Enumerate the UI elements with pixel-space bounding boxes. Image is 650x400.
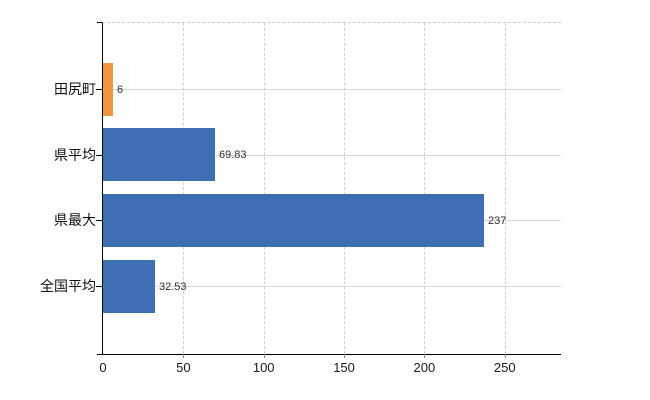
gridline-vertical xyxy=(264,23,265,354)
x-tick-label: 100 xyxy=(252,360,275,375)
x-tick-label: 200 xyxy=(413,360,436,375)
category-tick xyxy=(96,286,102,287)
bar-tajiri-cho xyxy=(103,63,113,116)
bar-value-label: 6 xyxy=(117,83,124,96)
x-tick-label: 0 xyxy=(99,360,107,375)
gridline-vertical xyxy=(183,23,184,354)
y-axis-top-tick xyxy=(97,22,102,23)
plot-area: 6 69.83 237 32.53 xyxy=(102,22,561,358)
x-axis-tick xyxy=(344,354,345,358)
category-label-prefecture-average: 県平均 xyxy=(54,146,96,163)
category-label-tajiri-cho: 田尻町 xyxy=(54,81,96,97)
x-axis-tick xyxy=(505,354,506,358)
gridline-horizontal xyxy=(103,155,561,156)
category-label-national-average: 全国平均 xyxy=(40,278,96,295)
category-tick xyxy=(96,89,102,90)
x-axis-left-extension xyxy=(97,354,102,355)
x-axis-tick xyxy=(424,354,425,358)
bar-value-label: 237 xyxy=(488,214,507,227)
x-tick-label: 250 xyxy=(493,360,516,375)
category-label-prefecture-max: 県最大 xyxy=(54,212,96,229)
gridline-vertical xyxy=(505,23,506,354)
gridline-horizontal xyxy=(103,89,561,90)
gridline-vertical xyxy=(344,23,345,354)
x-axis-tick xyxy=(183,354,184,358)
category-tick xyxy=(96,155,102,156)
bar-national-average xyxy=(103,260,155,313)
bar-prefecture-max xyxy=(103,194,484,247)
category-tick xyxy=(96,220,102,221)
x-tick-label: 50 xyxy=(176,360,191,375)
bar-value-label: 32.53 xyxy=(159,280,187,293)
gridline-horizontal xyxy=(103,286,561,287)
bar-value-label: 69.83 xyxy=(219,148,247,161)
gridline-vertical xyxy=(424,23,425,354)
x-axis-tick xyxy=(264,354,265,358)
bar-prefecture-average xyxy=(103,128,215,181)
x-tick-label: 150 xyxy=(333,360,355,375)
